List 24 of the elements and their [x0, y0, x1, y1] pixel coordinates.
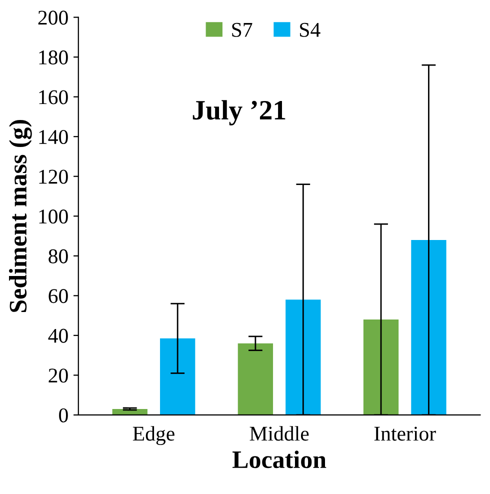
y-axis-title: Sediment mass (g)	[9, 120, 32, 312]
x-tick-label: Edge	[132, 426, 174, 446]
bar	[411, 240, 446, 415]
bar	[160, 338, 196, 415]
y-tick-label: 200	[38, 10, 68, 25]
y-tick-label: 0	[59, 408, 68, 422]
x-tick-label: Middle	[250, 426, 309, 441]
y-tick-label: 20	[48, 368, 68, 383]
y-tick-label: 40	[48, 328, 68, 343]
y-tick-label: 60	[48, 289, 68, 304]
legend-label: S7	[232, 22, 252, 37]
bar	[238, 343, 274, 415]
bar	[286, 300, 321, 415]
y-tick-label: 140	[39, 130, 68, 144]
x-tick-label: Interior	[374, 426, 436, 441]
y-tick-label: 80	[48, 249, 68, 264]
x-axis-title: Location	[232, 450, 326, 468]
y-tick-label: 180	[39, 50, 68, 64]
y-tick-label: 120	[39, 170, 68, 184]
legend-label: S4	[300, 22, 320, 37]
y-tick-label: 100	[39, 210, 68, 224]
y-tick-label: 160	[39, 90, 68, 104]
text: July ’21	[192, 100, 286, 126]
bar	[363, 320, 399, 415]
